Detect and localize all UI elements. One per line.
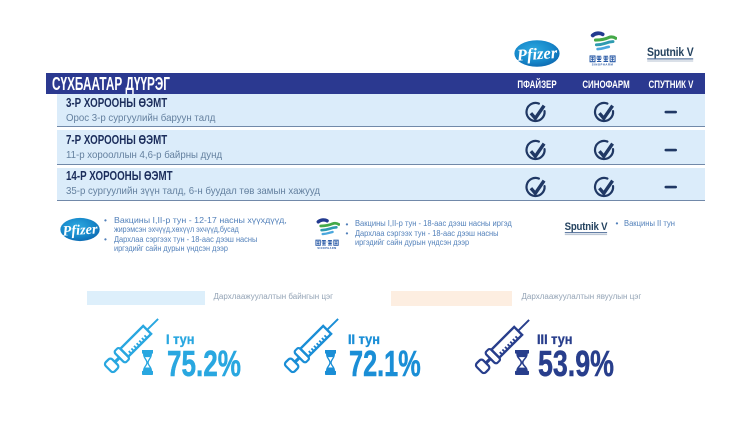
svg-text:SINOPHARM: SINOPHARM	[592, 63, 614, 67]
svg-text:SINOPHARM: SINOPHARM	[317, 247, 336, 250]
svg-text:Sputnik V: Sputnik V	[565, 221, 609, 233]
svg-text:Sputnik V: Sputnik V	[647, 45, 694, 59]
